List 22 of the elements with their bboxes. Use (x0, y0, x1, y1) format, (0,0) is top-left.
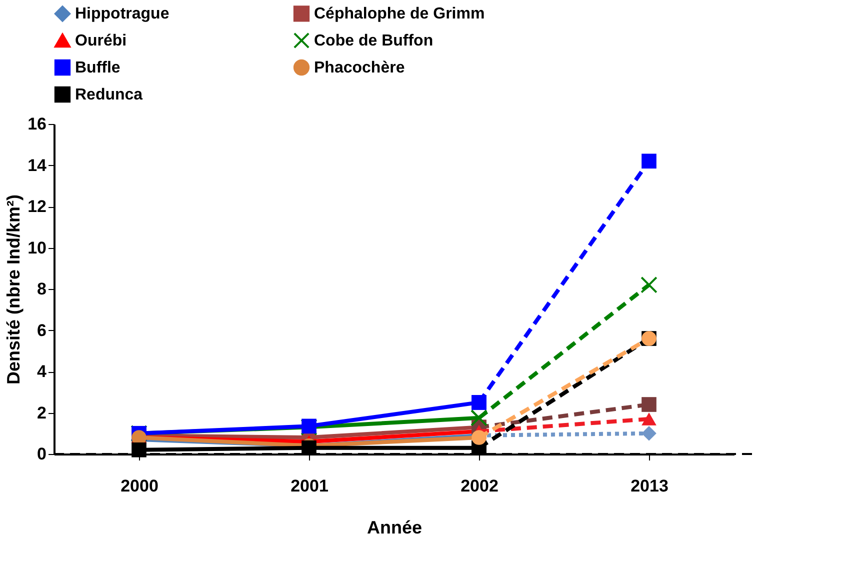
x-tick-label: 2001 (290, 476, 328, 496)
y-tick-label: 6 (37, 320, 46, 340)
legend-label: Buffle (75, 60, 120, 76)
legend-label: Hippotrague (75, 6, 170, 23)
legend-label: Phacochère (314, 60, 405, 76)
y-tick-label: 8 (37, 280, 46, 298)
legend-label: Redunca (75, 86, 143, 104)
x-tick-label: 2000 (120, 476, 158, 496)
y-axis-title: Densité (nbre Ind/km²) (4, 194, 24, 385)
y-tick-label: 16 (28, 114, 46, 134)
y-tick-label: 2 (37, 403, 46, 422)
legend-label: Céphalophe de Grimm (314, 6, 485, 23)
y-tick-label: 4 (37, 362, 48, 381)
x-axis-title: Année (366, 518, 422, 538)
x-tick-label: 2013 (630, 476, 668, 496)
y-tick-label: 14 (28, 156, 48, 175)
y-tick-label: 0 (37, 444, 46, 464)
y-tick-label: 10 (28, 238, 46, 258)
legend-label: Cobe de Buffon (314, 32, 434, 50)
legend-label: Ourébi (75, 32, 127, 50)
y-tick-label: 12 (28, 197, 46, 216)
x-tick-label: 2002 (460, 476, 498, 496)
